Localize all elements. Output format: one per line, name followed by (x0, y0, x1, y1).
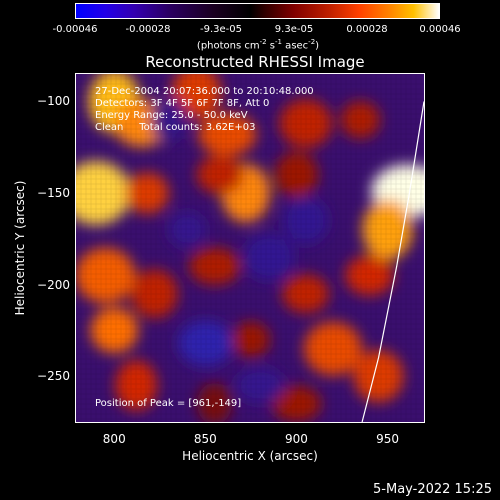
chart-title: Reconstructed RHESSI Image (145, 53, 365, 71)
colorbar (75, 3, 440, 19)
annotation-peak-position: Position of Peak = [961,-149] (95, 398, 242, 409)
y-axis-label: Heliocentric Y (arcsec) (13, 180, 27, 316)
timestamp: 5-May-2022 15:25 (373, 482, 492, 497)
colorbar-tick-label: -0.00028 (125, 24, 171, 35)
colorbar-tick-label: 9.3e-05 (274, 24, 314, 35)
y-tick-label: −250 (37, 369, 70, 384)
colorbar-tick-label: -9.3e-05 (200, 24, 242, 35)
x-tick-label: 900 (285, 432, 308, 446)
y-tick-label: −150 (37, 186, 70, 201)
annotation-detectors: Detectors: 3F 4F 5F 6F 7F 8F, Att 0 (95, 98, 270, 109)
colorbar-units: (photons cm-2 s-1 asec-2) (196, 38, 320, 52)
annotation-total-counts: Clean Total counts: 3.62E+03 (95, 122, 256, 133)
plot-area (75, 73, 425, 423)
y-tick-label: −200 (37, 277, 70, 292)
solar-limb-line (361, 101, 424, 422)
colorbar-tick-label: -0.00046 (52, 24, 98, 35)
heatmap-svg (76, 74, 424, 422)
x-tick-label: 850 (193, 432, 217, 446)
x-tick-label: 950 (376, 432, 399, 446)
colorbar-tick-label: 0.00046 (419, 24, 461, 35)
pixel-grid-overlay (76, 74, 424, 422)
annotation-energy-range: Energy Range: 25.0 - 50.0 keV (95, 110, 248, 121)
x-tick-label: 800 (102, 432, 126, 446)
x-axis-label: Heliocentric X (arcsec) (182, 449, 318, 463)
y-tick-label: −100 (37, 94, 70, 109)
colorbar-tick-label: 0.00028 (346, 24, 388, 35)
annotation-time-range: 27-Dec-2004 20:07:36.000 to 20:10:48.000 (95, 86, 314, 97)
